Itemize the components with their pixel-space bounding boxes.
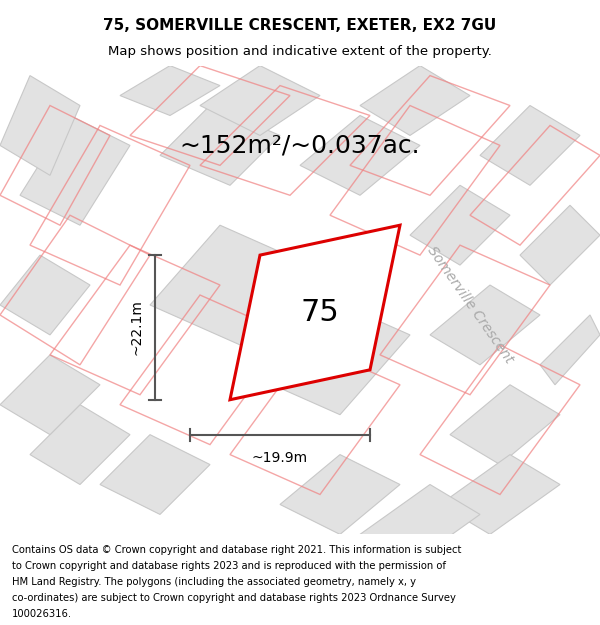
Text: co-ordinates) are subject to Crown copyright and database rights 2023 Ordnance S: co-ordinates) are subject to Crown copyr…: [12, 593, 456, 603]
Text: Somerville Crescent: Somerville Crescent: [424, 244, 516, 366]
Polygon shape: [440, 454, 560, 534]
Text: Contains OS data © Crown copyright and database right 2021. This information is : Contains OS data © Crown copyright and d…: [12, 545, 461, 555]
Text: 75, SOMERVILLE CRESCENT, EXETER, EX2 7GU: 75, SOMERVILLE CRESCENT, EXETER, EX2 7GU: [103, 18, 497, 33]
Polygon shape: [30, 405, 130, 484]
Polygon shape: [540, 315, 600, 385]
Text: 75: 75: [301, 298, 340, 327]
Polygon shape: [20, 116, 130, 225]
Text: ~22.1m: ~22.1m: [129, 299, 143, 356]
Polygon shape: [250, 295, 410, 415]
Polygon shape: [430, 285, 540, 365]
Polygon shape: [200, 66, 320, 136]
Polygon shape: [120, 66, 220, 116]
Polygon shape: [360, 484, 480, 564]
Polygon shape: [280, 454, 400, 534]
Text: HM Land Registry. The polygons (including the associated geometry, namely x, y: HM Land Registry. The polygons (includin…: [12, 577, 416, 587]
Polygon shape: [520, 205, 600, 285]
Polygon shape: [300, 116, 420, 195]
Polygon shape: [410, 185, 510, 265]
Polygon shape: [230, 225, 400, 400]
Text: 100026316.: 100026316.: [12, 609, 72, 619]
Polygon shape: [480, 106, 580, 185]
Polygon shape: [360, 66, 470, 136]
Polygon shape: [450, 385, 560, 464]
Polygon shape: [0, 355, 100, 434]
Polygon shape: [0, 255, 90, 335]
Text: ~19.9m: ~19.9m: [252, 451, 308, 464]
Text: ~152m²/~0.037ac.: ~152m²/~0.037ac.: [179, 133, 421, 158]
Text: Map shows position and indicative extent of the property.: Map shows position and indicative extent…: [108, 44, 492, 58]
Polygon shape: [150, 225, 310, 345]
Polygon shape: [0, 76, 80, 176]
Text: to Crown copyright and database rights 2023 and is reproduced with the permissio: to Crown copyright and database rights 2…: [12, 561, 446, 571]
Polygon shape: [160, 106, 280, 185]
Polygon shape: [100, 434, 210, 514]
